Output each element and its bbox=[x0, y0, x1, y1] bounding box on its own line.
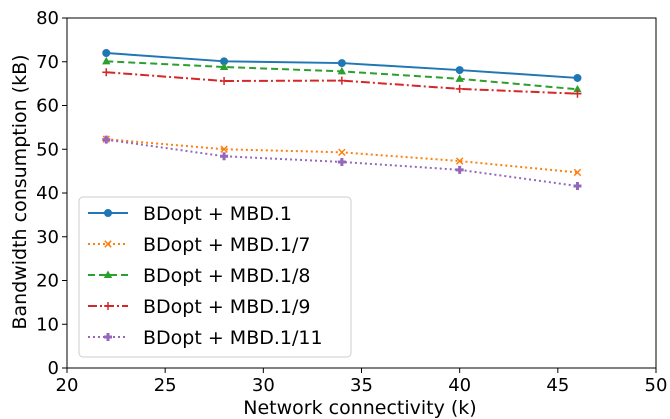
legend-label-3: BDopt + MBD.1/8 bbox=[143, 265, 310, 287]
data-point-s5-3 bbox=[337, 157, 346, 166]
x-tick-label: 35 bbox=[350, 375, 373, 396]
series-line-4 bbox=[106, 71, 578, 95]
legend-marker-1 bbox=[104, 209, 112, 217]
legend-label-2: BDopt + MBD.1/7 bbox=[143, 234, 310, 256]
data-point-s3-5 bbox=[573, 84, 582, 93]
data-point-s4-5 bbox=[573, 89, 582, 98]
data-point-s4-2 bbox=[220, 77, 229, 85]
data-point-s5-5 bbox=[573, 182, 582, 190]
data-point-s1-3 bbox=[337, 59, 346, 68]
data-point-s4-4 bbox=[455, 84, 464, 93]
series-line-2 bbox=[106, 138, 578, 174]
legend-label-1: BDopt + MBD.1 bbox=[143, 203, 292, 225]
legend-box bbox=[78, 196, 352, 358]
data-point-s5-1 bbox=[102, 135, 111, 144]
x-tick-label: 50 bbox=[645, 375, 668, 396]
legend-label-4: BDopt + MBD.1/9 bbox=[143, 296, 310, 318]
legend: BDopt + MBD.1 BDopt + MBD.1/7 BDopt + MBD.… bbox=[78, 196, 352, 358]
x-tick-label: 45 bbox=[546, 375, 569, 396]
data-point-s4-3 bbox=[337, 76, 346, 85]
legend-marker-2 bbox=[104, 240, 112, 248]
y-tick-label: 40 bbox=[36, 183, 59, 204]
data-point-s4-1 bbox=[102, 68, 111, 77]
data-point-s1-1 bbox=[102, 49, 111, 57]
y-tick-label: 50 bbox=[36, 139, 59, 160]
data-point-s2-5 bbox=[573, 168, 582, 177]
legend-label-5: BDopt + MBD.1/11 bbox=[143, 327, 323, 349]
data-point-s2-2 bbox=[220, 145, 228, 153]
y-axis-label: Bandwidth consumption (kB) bbox=[9, 54, 31, 329]
data-point-s3-1 bbox=[102, 56, 111, 65]
data-point-s2-4 bbox=[455, 157, 464, 165]
x-tick-label: 40 bbox=[448, 375, 471, 396]
x-tick-label: 20 bbox=[56, 375, 79, 396]
data-point-s5-4 bbox=[455, 165, 464, 174]
y-tick-label: 20 bbox=[36, 271, 59, 292]
legend-marker-3 bbox=[103, 270, 113, 278]
y-tick-label: 10 bbox=[36, 314, 59, 335]
x-axis-label: Network connectivity (k) bbox=[243, 397, 476, 419]
data-point-s3-3 bbox=[337, 66, 347, 75]
y-tick-label: 60 bbox=[36, 96, 59, 117]
legend-marker-5 bbox=[104, 333, 112, 341]
y-tick-label: 70 bbox=[36, 52, 59, 73]
plot-area bbox=[102, 49, 582, 190]
data-point-s5-2 bbox=[220, 152, 229, 161]
legend-marker-4 bbox=[104, 302, 112, 310]
data-point-s3-4 bbox=[455, 74, 464, 82]
data-point-s3-2 bbox=[219, 62, 229, 70]
y-tick-label: 30 bbox=[36, 227, 59, 248]
data-point-s2-3 bbox=[338, 148, 346, 157]
x-tick-label: 30 bbox=[252, 375, 275, 396]
x-tick-label: 25 bbox=[154, 375, 177, 396]
data-point-s1-4 bbox=[455, 66, 464, 75]
y-tick-label: 0 bbox=[48, 358, 59, 379]
axes: 20 25 30 35 40 45 50 0 10 20 30 40 50 60 70 80 bbox=[36, 8, 667, 396]
data-point-s1-5 bbox=[573, 73, 582, 82]
y-tick-label: 80 bbox=[36, 8, 59, 29]
